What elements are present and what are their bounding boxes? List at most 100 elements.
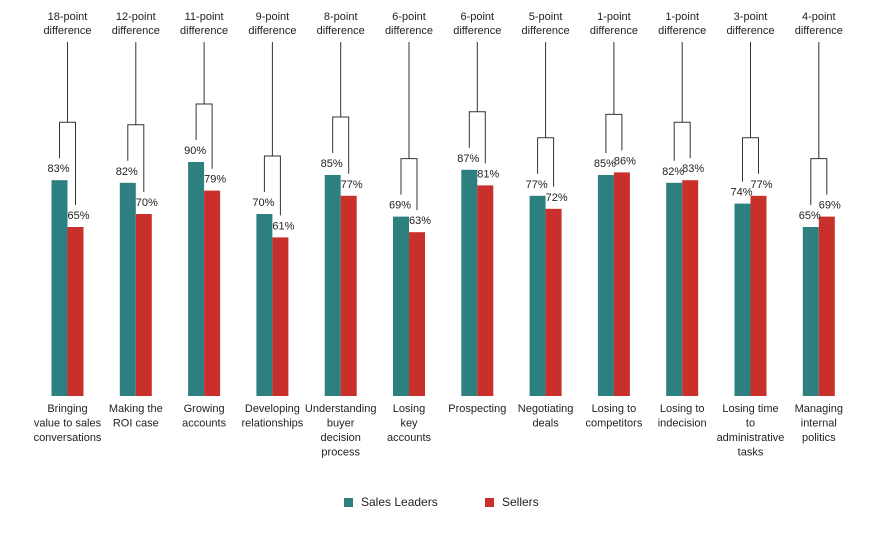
category-label: Prospecting xyxy=(448,403,506,415)
difference-annotation: 6-point xyxy=(392,11,426,23)
value-label-sellers: 86% xyxy=(614,155,636,167)
value-label-sales-leaders: 65% xyxy=(799,210,821,222)
category-label: buyer xyxy=(327,418,355,430)
category-label: Bringing xyxy=(47,403,87,415)
difference-bracket xyxy=(810,158,828,205)
category-label: deals xyxy=(532,418,559,430)
bar-sellers xyxy=(204,190,221,396)
difference-annotation: 12-point xyxy=(116,11,156,23)
difference-annotation: difference xyxy=(385,25,433,37)
value-label-sellers: 81% xyxy=(477,168,499,180)
difference-annotation: difference xyxy=(43,25,91,37)
difference-annotation: 11-point xyxy=(185,11,224,23)
category-label: Losing to xyxy=(660,403,705,415)
bar-sales-leaders xyxy=(734,203,751,396)
difference-annotation: difference xyxy=(248,25,296,37)
difference-annotation: 8-point xyxy=(324,11,358,23)
difference-annotation: 3-point xyxy=(734,11,768,23)
value-label-sellers: 61% xyxy=(272,220,294,232)
value-label-sales-leaders: 77% xyxy=(526,179,548,191)
bar-sellers xyxy=(340,195,357,396)
value-label-sales-leaders: 83% xyxy=(47,163,69,175)
value-label-sales-leaders: 82% xyxy=(116,166,138,178)
bar-sales-leaders xyxy=(51,180,68,396)
value-label-sellers: 83% xyxy=(682,163,704,175)
value-label-sales-leaders: 87% xyxy=(457,153,479,165)
category-label: Growing xyxy=(184,403,225,415)
legend-swatch-sellers xyxy=(485,497,494,507)
category-label: indecision xyxy=(658,418,707,430)
legend-label-sellers: Sellers xyxy=(502,495,539,509)
difference-annotation: 1-point xyxy=(597,11,631,23)
legend-swatch-sales-leaders xyxy=(344,497,353,507)
bar-sellers xyxy=(135,214,152,396)
bar-sellers xyxy=(477,185,494,396)
category-label: relationships xyxy=(242,418,304,430)
difference-annotation: 5-point xyxy=(529,11,563,23)
category-label: ROI case xyxy=(113,418,159,430)
category-label: Making the xyxy=(109,403,163,415)
difference-bracket xyxy=(673,121,691,161)
value-label-sales-leaders: 82% xyxy=(662,166,684,178)
legend: Sales Leaders Sellers xyxy=(0,495,879,515)
category-label: Managing xyxy=(795,403,843,415)
bar-sellers xyxy=(613,172,630,396)
bar-sales-leaders xyxy=(256,214,273,396)
bar-sales-leaders xyxy=(188,162,205,396)
difference-annotation: 4-point xyxy=(802,11,836,23)
value-label-sellers: 70% xyxy=(136,197,158,209)
difference-annotation: difference xyxy=(180,25,228,37)
difference-annotation: difference xyxy=(112,25,160,37)
value-label-sales-leaders: 74% xyxy=(730,187,752,199)
difference-annotation: 6-point xyxy=(460,11,494,23)
value-label-sellers: 69% xyxy=(819,200,841,212)
bar-sales-leaders xyxy=(461,169,478,396)
category-label: accounts xyxy=(182,418,227,430)
bar-sellers xyxy=(409,232,425,396)
category-label: key xyxy=(400,418,418,430)
bar-sellers xyxy=(818,216,835,396)
difference-annotation: 1-point xyxy=(665,11,699,23)
bar-sales-leaders xyxy=(802,227,819,396)
category-label: Losing xyxy=(393,403,425,415)
value-label-sellers: 65% xyxy=(67,210,89,222)
difference-bracket xyxy=(195,103,213,169)
value-label-sellers: 77% xyxy=(341,179,363,191)
category-label: politics xyxy=(802,432,836,444)
category-label: Understanding xyxy=(305,403,377,415)
difference-annotation: difference xyxy=(726,25,774,37)
difference-annotation: difference xyxy=(453,25,501,37)
value-label-sales-leaders: 85% xyxy=(594,158,616,170)
bar-sales-leaders xyxy=(597,175,614,396)
difference-annotation: difference xyxy=(590,25,638,37)
category-label: competitors xyxy=(585,418,642,430)
difference-annotation: difference xyxy=(317,25,365,37)
difference-annotation: difference xyxy=(795,25,843,37)
category-label: internal xyxy=(801,418,837,430)
category-label: decision xyxy=(321,432,361,444)
difference-annotation: 18-point xyxy=(48,11,88,23)
category-label: conversations xyxy=(34,432,102,444)
difference-bracket xyxy=(605,113,623,153)
category-label: to xyxy=(746,418,755,430)
difference-annotation: difference xyxy=(522,25,570,37)
category-label: Developing xyxy=(245,403,300,415)
category-label: process xyxy=(321,447,360,459)
bar-sales-leaders xyxy=(119,182,136,396)
value-label-sellers: 79% xyxy=(204,174,226,186)
bar-sellers xyxy=(272,237,289,396)
difference-bracket xyxy=(742,137,759,182)
bar-sellers xyxy=(682,180,699,396)
value-label-sellers: 72% xyxy=(546,192,568,204)
bar-sales-leaders xyxy=(666,182,683,396)
difference-annotation: difference xyxy=(658,25,706,37)
category-label: value to sales xyxy=(34,418,102,430)
difference-bracket xyxy=(127,124,145,192)
category-label: Losing time xyxy=(722,403,778,415)
value-label-sales-leaders: 70% xyxy=(252,197,274,209)
value-label-sellers: 77% xyxy=(750,179,772,191)
bar-sales-leaders xyxy=(393,216,409,396)
legend-label-sales-leaders: Sales Leaders xyxy=(361,495,438,509)
bar-sales-leaders xyxy=(529,195,546,396)
